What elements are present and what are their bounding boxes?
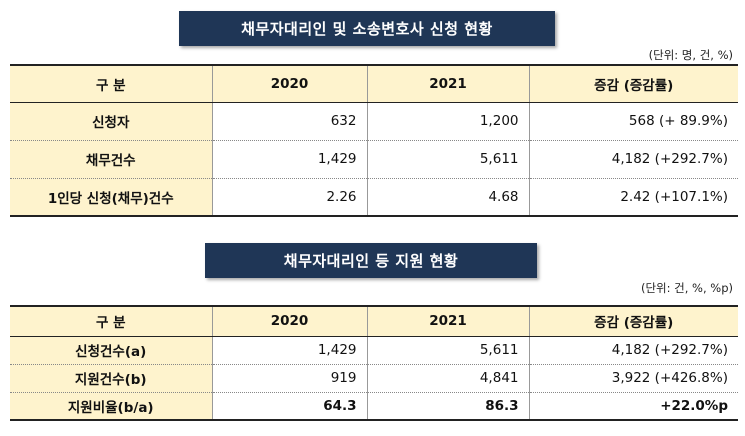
cell-2021: 1,200 — [366, 102, 529, 141]
section2-table: 구 분 2020 2021 증감 (증감률) 신청건수(a) 1,429 5,6… — [10, 305, 738, 421]
section1-header-row: 구 분 2020 2021 증감 (증감률) — [10, 64, 738, 103]
row-label: 지원건수(b) — [10, 364, 212, 393]
cell-2021: 5,611 — [366, 336, 529, 365]
header-category: 구 분 — [10, 64, 212, 103]
cell-2021: 4,841 — [366, 364, 529, 393]
section2-unit-note: (단위: 건, %, %p) — [640, 281, 733, 295]
cell-change: 2.42 (+107.1%) — [528, 178, 738, 217]
header-change: 증감 (증감률) — [528, 64, 738, 103]
cell-change: 4,182 (+292.7%) — [528, 336, 738, 365]
section1-table: 구 분 2020 2021 증감 (증감률) 신청자 632 1,200 568… — [10, 64, 738, 217]
table-row: 지원비율(b/a) 64.3 86.3 +22.0%p — [10, 392, 738, 421]
cell-2020: 64.3 — [211, 392, 367, 421]
header-category: 구 분 — [10, 305, 212, 337]
cell-2020: 1,429 — [211, 336, 367, 365]
section2-title: 채무자대리인 등 지원 현황 — [283, 252, 459, 270]
cell-change: 568 (+ 89.9%) — [528, 102, 738, 141]
row-label: 채무건수 — [10, 140, 212, 179]
cell-change: +22.0%p — [528, 392, 738, 421]
cell-change: 3,922 (+426.8%) — [528, 364, 738, 393]
header-2020: 2020 — [211, 64, 367, 103]
table-row: 채무건수 1,429 5,611 4,182 (+292.7%) — [10, 140, 738, 179]
table-row: 신청건수(a) 1,429 5,611 4,182 (+292.7%) — [10, 336, 738, 365]
header-2021: 2021 — [366, 64, 529, 103]
section2-title-banner: 채무자대리인 등 지원 현황 — [205, 243, 537, 278]
section1-title: 채무자대리인 및 소송변호사 신청 현황 — [241, 20, 493, 38]
cell-2021: 86.3 — [366, 392, 529, 421]
header-change: 증감 (증감률) — [528, 305, 738, 337]
row-label: 지원비율(b/a) — [10, 392, 212, 421]
cell-change: 4,182 (+292.7%) — [528, 140, 738, 179]
table-row: 지원건수(b) 919 4,841 3,922 (+426.8%) — [10, 364, 738, 393]
row-label: 신청자 — [10, 102, 212, 141]
section1-unit-note: (단위: 명, 건, %) — [648, 48, 733, 62]
cell-2020: 2.26 — [211, 178, 367, 217]
header-2020: 2020 — [211, 305, 367, 337]
table-row: 신청자 632 1,200 568 (+ 89.9%) — [10, 102, 738, 141]
cell-2021: 4.68 — [366, 178, 529, 217]
section1-title-banner: 채무자대리인 및 소송변호사 신청 현황 — [179, 11, 555, 46]
table-row: 1인당 신청(채무)건수 2.26 4.68 2.42 (+107.1%) — [10, 178, 738, 217]
section2-header-row: 구 분 2020 2021 증감 (증감률) — [10, 305, 738, 337]
row-label: 1인당 신청(채무)건수 — [10, 178, 212, 217]
cell-2020: 632 — [211, 102, 367, 141]
header-2021: 2021 — [366, 305, 529, 337]
cell-2020: 1,429 — [211, 140, 367, 179]
cell-2020: 919 — [211, 364, 367, 393]
row-label: 신청건수(a) — [10, 336, 212, 365]
cell-2021: 5,611 — [366, 140, 529, 179]
